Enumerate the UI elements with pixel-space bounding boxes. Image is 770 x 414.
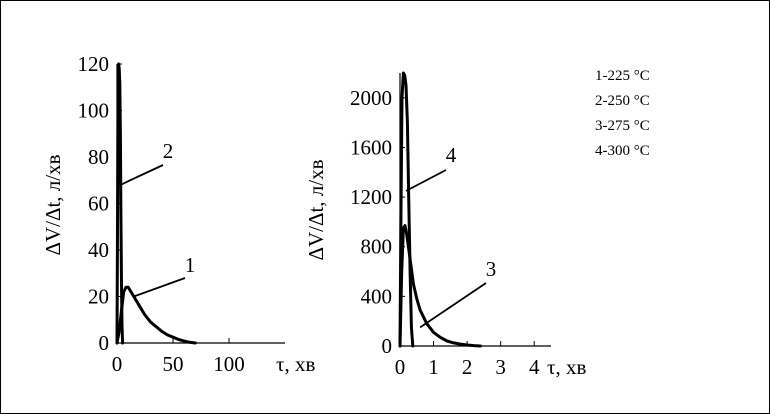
y-tick-label: 60 [88,192,109,216]
annotation-leader-3 [419,282,487,329]
y-tick-label: 400 [361,284,393,308]
series-line-3 [398,224,482,348]
annotation-leader-1 [133,277,186,298]
y-tick-label: 120 [78,52,110,76]
x-tick-label: 0 [112,352,123,376]
series-line-2 [115,62,125,345]
annotation-label-4: 4 [446,143,457,167]
y-tick-label: 800 [361,235,393,259]
y-tick-label: 100 [78,99,110,123]
y-tick-label: 2000 [350,86,392,110]
x-tick-label: 2 [462,355,473,379]
legend-item: 3-275 °C [595,118,650,134]
legend-item: 2-250 °C [595,93,650,109]
chart-1: 0 20 40 60 80 100 120 0 50 100 τ, хв ΔV/Δt, л/хв 2 1 [41,52,315,376]
x-axis-label: τ, хв [547,355,586,379]
y-tick-label: 40 [88,238,109,262]
annotation-leader-4 [405,169,447,192]
x-tick-label: 50 [163,352,184,376]
series-line-1 [115,285,197,345]
y-tick-label: 80 [88,145,109,169]
x-tick-label: 3 [495,355,506,379]
y-axis-label: ΔV/Δt, л/хв [304,159,328,260]
y-axis-label: ΔV/Δt, л/хв [41,154,65,255]
x-axis-label: τ, хв [276,352,315,376]
annotation-label-3: 3 [486,257,497,281]
legend-item: 4-300 °C [595,143,650,159]
y-tick-label: 1200 [350,185,392,209]
series-line-4 [398,71,415,348]
x-tick-label: 100 [213,352,245,376]
x-tick-label: 0 [395,355,406,379]
y-tick-label: 20 [88,285,109,309]
y-tick-label: 1600 [350,135,392,159]
legend: 1-225 °C 2-250 °C 3-275 °C 4-300 °C [595,68,650,159]
x-tick-label: 1 [428,355,439,379]
y-tick-label: 0 [382,334,393,358]
annotation-label-1: 1 [185,253,196,277]
legend-item: 1-225 °C [595,68,650,84]
y-tick-label: 0 [99,331,110,355]
annotation-leader-2 [119,164,164,186]
annotation-label-2: 2 [163,139,174,163]
x-tick-label: 4 [529,355,540,379]
